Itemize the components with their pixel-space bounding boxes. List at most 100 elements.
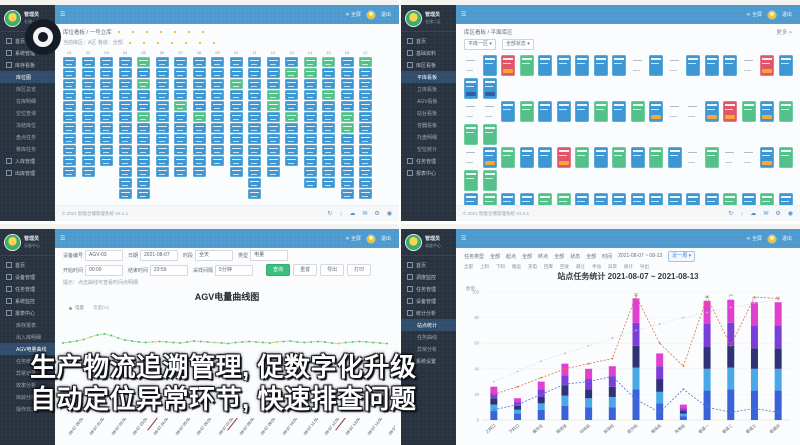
slot-tile[interactable] [322,57,335,67]
slot-tile[interactable] [248,145,261,155]
slot-cell[interactable] [667,147,682,168]
slot-tile[interactable] [155,112,169,122]
sidebar-item[interactable]: 任务统计 [0,355,55,367]
zone-select[interactable]: 平库一区 ▾ [464,39,496,50]
slot-tile[interactable] [100,68,113,78]
slot-cell[interactable] [686,55,700,76]
sidebar-item[interactable]: 首页 [401,35,456,47]
slot-cell[interactable] [630,147,645,168]
slot-tile[interactable] [174,112,187,122]
slot-tile[interactable] [248,156,261,166]
slot-cell[interactable] [593,101,608,122]
slot-cell[interactable] [482,147,497,168]
slot-cell[interactable] [519,193,534,206]
slot-tile[interactable] [285,156,298,166]
slot-tile[interactable] [155,90,169,100]
slot-tile[interactable] [248,123,261,133]
slot-cell[interactable] [760,147,774,168]
slot-tile[interactable] [137,134,150,144]
slot-tile[interactable] [229,101,243,111]
sidebar-item[interactable]: 系统管理 [0,47,55,59]
slot-tile[interactable] [340,68,354,78]
slot-tile[interactable] [192,101,206,111]
slot-cell[interactable] [612,101,626,122]
filter-input[interactable]: 00:00 [85,264,124,276]
slot-tile[interactable] [266,145,280,155]
slot-tile[interactable] [192,134,206,144]
slot-tile[interactable] [303,79,317,89]
slot-tile[interactable] [285,90,298,100]
slot-tile[interactable] [192,68,206,78]
slot-tile[interactable] [266,156,280,166]
slot-cell[interactable] [464,170,478,191]
filter-chip[interactable]: 避让 [576,264,585,269]
slot-cell[interactable] [575,55,589,76]
slot-tile[interactable] [322,90,335,100]
slot-tile[interactable] [81,112,95,122]
slot-cell[interactable] [538,147,552,168]
gear-icon[interactable]: ⚙ [775,210,781,217]
filter-chip[interactable]: 全部 [586,254,597,260]
filter-chip[interactable]: 手动 [592,264,601,269]
slot-tile[interactable] [155,79,169,89]
search-button[interactable]: 查询 [266,264,291,276]
slot-tile[interactable] [340,145,354,155]
sidebar-item[interactable]: 首页 [0,35,55,47]
slot-cell[interactable] [649,147,663,168]
slot-cell[interactable] [593,147,608,168]
slot-tile[interactable] [322,134,335,144]
slot-tile[interactable] [229,167,243,177]
slot-cell[interactable] [704,55,719,76]
menu-toggle-icon[interactable]: ☰ [461,236,467,242]
slot-cell[interactable] [612,55,626,76]
sidebar-item[interactable]: 出入库明细 [0,331,55,343]
slot-tile[interactable] [340,123,354,133]
slot-tile[interactable] [100,145,113,155]
slot-cell[interactable] [464,78,478,99]
user-avatar-icon[interactable] [767,234,776,243]
slot-tile[interactable] [303,167,317,177]
slot-tile[interactable] [211,101,224,111]
sidebar-item[interactable]: 库存看板 [0,59,55,71]
slot-tile[interactable] [359,112,372,122]
sidebar-item[interactable]: 出库管理 [0,167,55,179]
filter-input[interactable]: 全天 [195,250,234,261]
slot-tile[interactable] [63,101,76,111]
slot-tile[interactable] [63,57,76,67]
slot-tile[interactable] [359,134,372,144]
slot-cell[interactable] [760,193,774,206]
slot-tile[interactable] [248,79,261,89]
slot-tile[interactable] [322,79,335,89]
slot-cell[interactable] [778,101,793,122]
slot-cell[interactable] [575,193,589,206]
slot-tile[interactable] [81,156,95,166]
slot-tile[interactable] [137,101,150,111]
slot-cell[interactable] [538,101,552,122]
slot-cell[interactable] [501,101,515,122]
slot-cell[interactable] [556,101,571,122]
slot-tile[interactable] [340,189,354,199]
filter-chip[interactable]: 下料 [496,264,505,269]
sidebar-item[interactable]: 空位统计 [401,143,456,155]
slot-tile[interactable] [118,167,132,177]
slot-tile[interactable] [192,167,206,177]
slot-tile[interactable] [303,101,317,111]
slot-tile[interactable] [155,145,169,155]
filter-input[interactable]: 5分钟 [215,264,254,276]
slot-tile[interactable] [137,112,150,122]
slot-tile[interactable] [155,123,169,133]
slot-tile[interactable] [340,167,354,177]
sidebar-item[interactable]: 基础资料 [401,47,456,59]
slot-tile[interactable] [248,112,261,122]
sidebar-item[interactable]: 冻结库位 [0,119,55,131]
slot-tile[interactable] [174,101,187,111]
sidebar-item[interactable]: 异常记录 [0,367,55,379]
secondary-button[interactable]: 重置 [293,264,318,276]
slot-tile[interactable] [285,145,298,155]
slot-tile[interactable] [81,90,95,100]
slot-cell[interactable] [630,193,645,206]
mail-icon[interactable]: ✉ [362,210,368,217]
slot-tile[interactable] [248,134,261,144]
sidebar-item[interactable]: 库龄分析 [0,391,55,403]
sidebar-item[interactable]: 在库明细 [0,95,55,107]
